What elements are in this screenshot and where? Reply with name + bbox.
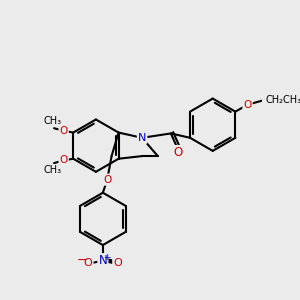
Text: CH₃: CH₃ <box>43 116 62 127</box>
Text: −: − <box>76 254 88 267</box>
Text: O: O <box>84 258 92 268</box>
Text: N: N <box>98 254 107 267</box>
Text: O: O <box>59 155 68 166</box>
Text: O: O <box>113 258 122 268</box>
Text: O: O <box>173 146 182 159</box>
Text: N: N <box>138 133 146 143</box>
Text: CH₂CH₃: CH₂CH₃ <box>265 95 300 105</box>
Text: +: + <box>103 253 110 262</box>
Text: CH₃: CH₃ <box>43 165 62 175</box>
Text: O: O <box>103 175 111 184</box>
Text: O: O <box>244 100 252 110</box>
Text: O: O <box>59 126 68 136</box>
